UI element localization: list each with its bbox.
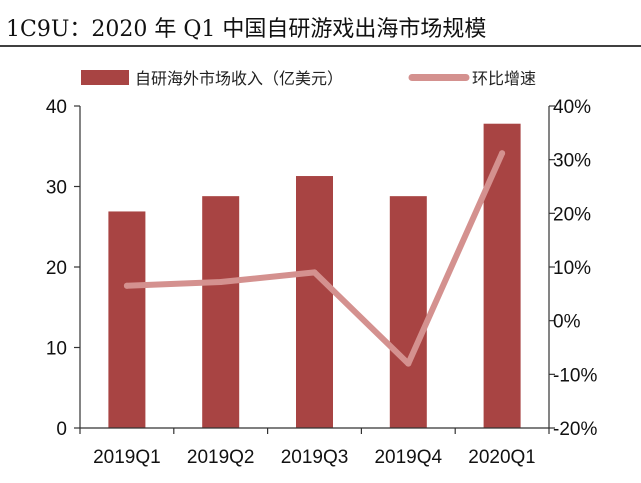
bar-2019Q1 [108,211,146,428]
x-tick-label: 2020Q1 [468,447,536,468]
right-tick-label: 40% [553,97,591,118]
x-tick-label: 2019Q1 [93,447,161,468]
x-tick-label: 2019Q4 [374,447,442,468]
left-tick-label: 40 [46,97,67,118]
x-tick-label: 2019Q3 [281,447,349,468]
legend: 自研海外市场收入（亿美元） 环比增速 [81,69,536,88]
watermark: 知乎 @朱宝 [533,447,613,465]
bar-2020Q1 [483,123,521,429]
growth-point-2019Q1 [123,282,130,289]
bar-2019Q3 [296,176,333,428]
growth-point-2019Q4 [405,360,412,367]
growth-point-2019Q3 [311,269,318,276]
right-tick-label: 20% [553,204,591,225]
right-tick-label: 30% [553,151,591,172]
x-tick-label: 2019Q2 [187,447,255,468]
plot-area: 0 10 20 30 40 -20% -10% 0% 10% 20% 30% 40% 2019Q1 201… [46,97,598,468]
right-tick-label: 0% [553,312,581,333]
chart-title: 1C9U：2020 年 Q1 中国自研游戏出海市场规模 [6,17,486,42]
left-tick-label: 0 [56,419,67,440]
right-tick-label: -10% [553,365,597,386]
legend-line-label: 环比增速 [472,69,536,88]
left-tick-label: 10 [46,339,67,360]
bar-2019Q2 [202,196,240,428]
legend-bar-swatch [81,70,129,85]
growth-point-2019Q2 [217,279,224,286]
bar-2019Q4 [389,196,427,428]
right-tick-label: -20% [553,419,597,440]
growth-point-2020Q1 [499,150,506,157]
left-tick-label: 30 [46,178,67,199]
legend-bar-label: 自研海外市场收入（亿美元） [135,69,343,88]
left-tick-label: 20 [46,258,67,279]
right-tick-label: 10% [553,258,591,279]
